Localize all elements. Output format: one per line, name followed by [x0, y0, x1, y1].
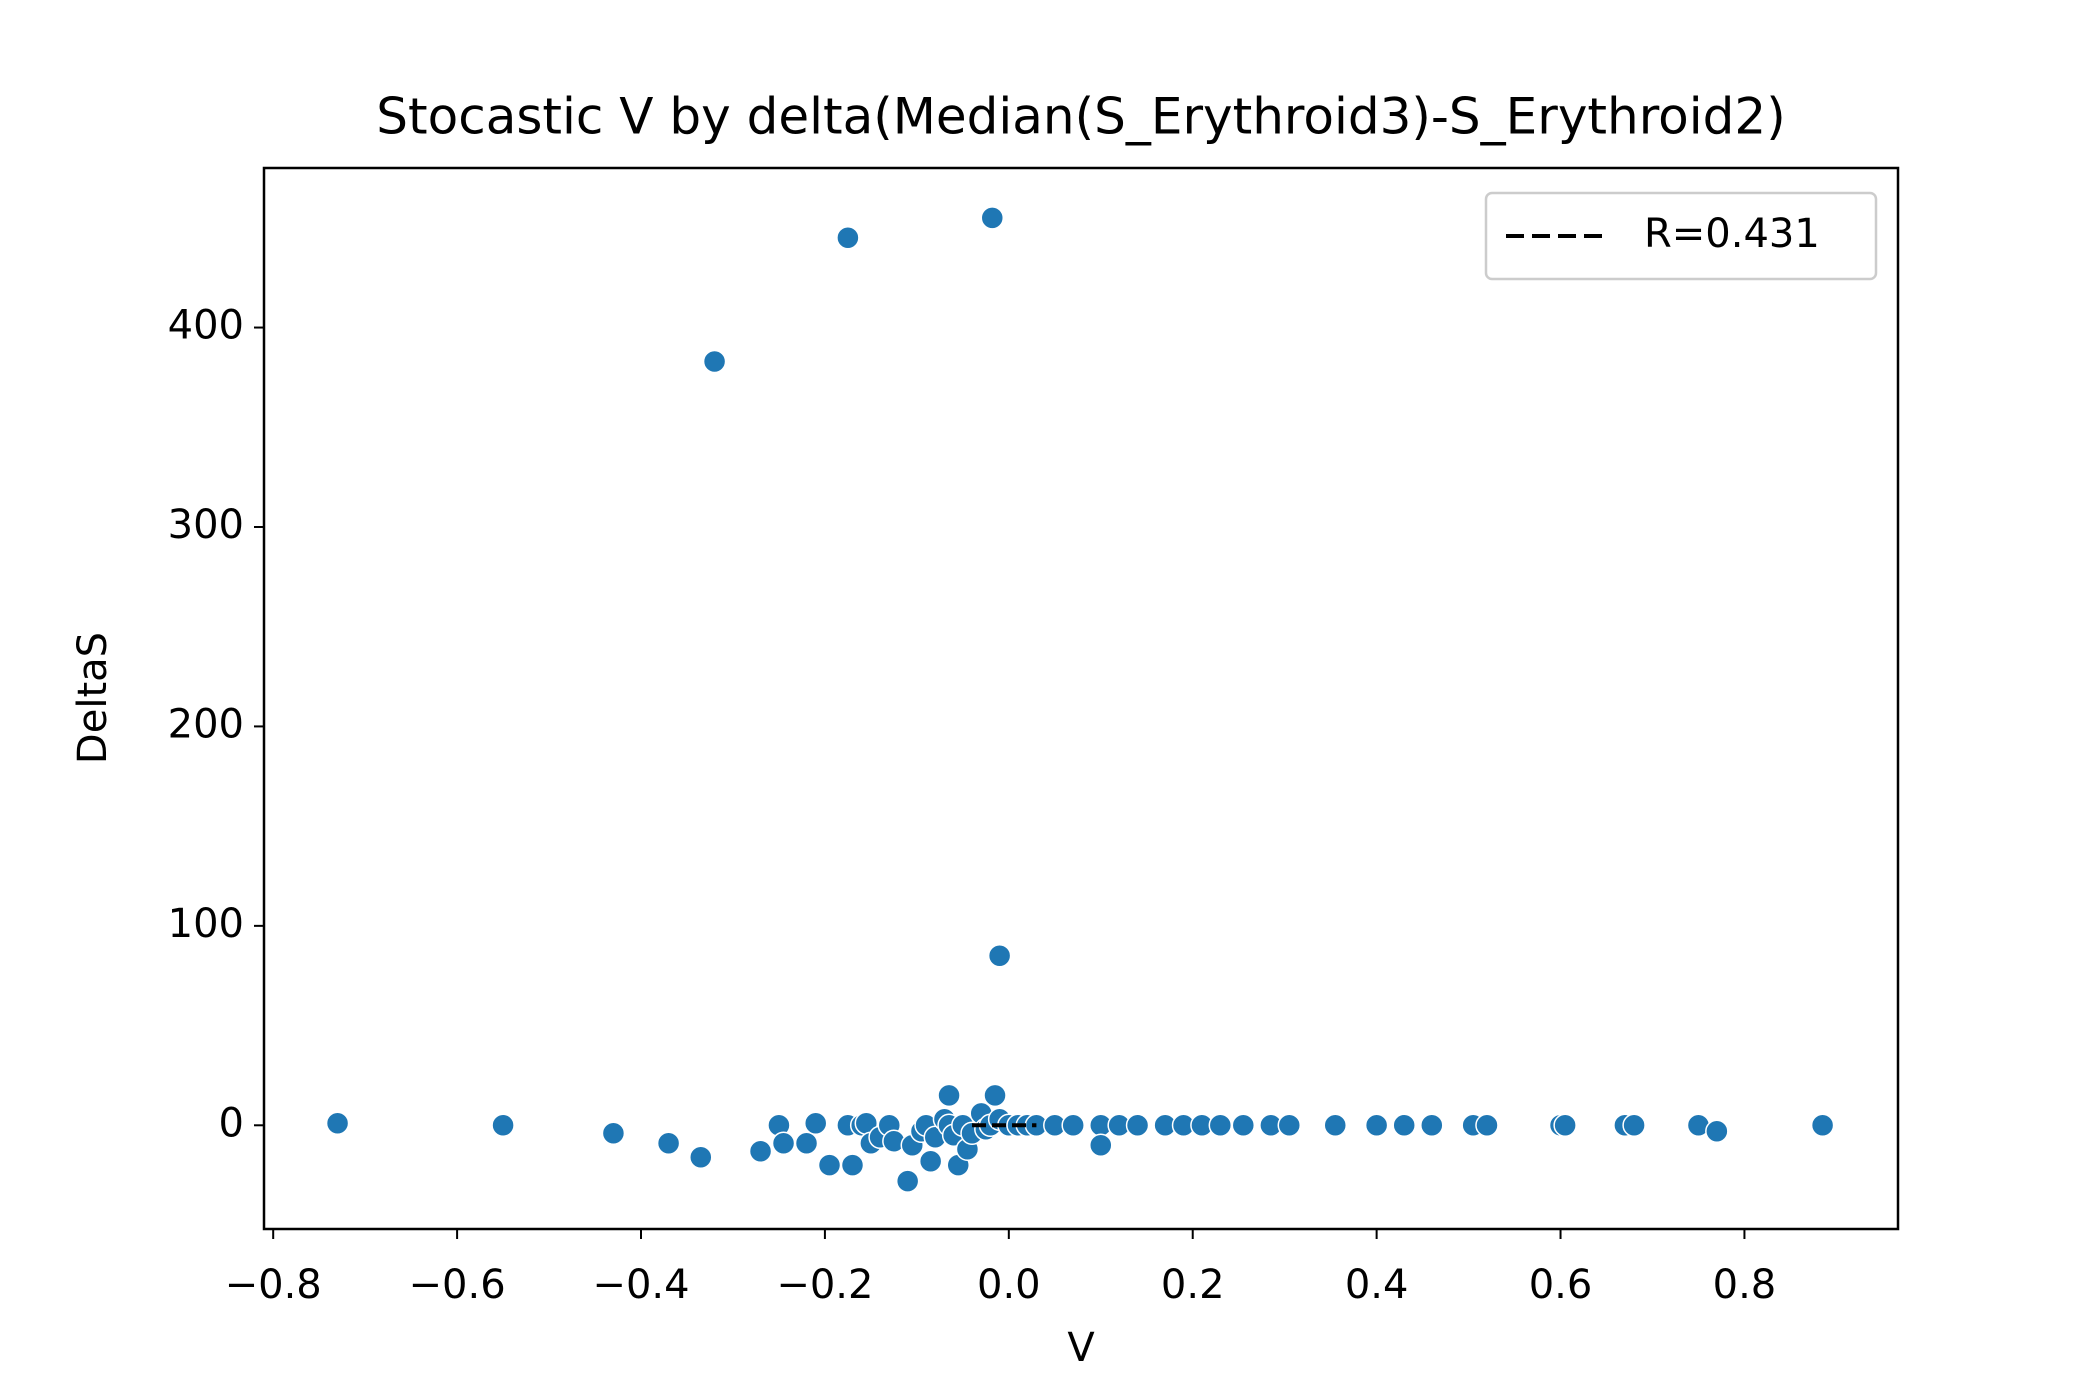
legend-label: R=0.431 — [1644, 211, 1820, 257]
point — [325, 1111, 350, 1136]
point — [983, 1083, 1007, 1108]
legend-box — [1484, 191, 1878, 281]
x-tick-label: −0.8 — [225, 1262, 322, 1308]
point — [836, 226, 860, 250]
point — [1475, 1113, 1499, 1138]
y-tick-label: 0 — [219, 1100, 244, 1146]
plot-area — [325, 206, 1835, 1193]
y-tick-label: 400 — [168, 303, 244, 349]
point — [895, 1169, 920, 1193]
point — [601, 1121, 626, 1146]
point — [1323, 1113, 1347, 1138]
chart-title: Stocastic V by delta(Median(S_Erythroid3… — [376, 88, 1785, 146]
point — [1061, 1113, 1085, 1138]
point — [1277, 1113, 1302, 1138]
point — [491, 1113, 515, 1138]
y-tick-label: 100 — [168, 901, 244, 947]
point — [918, 1149, 943, 1173]
x-tick-label: 0.2 — [1161, 1262, 1225, 1308]
x-tick-label: 0.0 — [977, 1262, 1041, 1308]
y-tick-label: 300 — [168, 502, 244, 548]
point — [1392, 1113, 1416, 1138]
x-axis-label: V — [1067, 1325, 1095, 1371]
point — [937, 1083, 961, 1108]
x-tick-label: 0.8 — [1713, 1262, 1777, 1308]
point — [803, 1111, 828, 1136]
y-tick-label: 200 — [168, 701, 244, 747]
point — [980, 206, 1005, 230]
x-tick-label: −0.2 — [776, 1262, 873, 1308]
point — [1231, 1113, 1256, 1138]
point — [817, 1153, 842, 1177]
point — [1125, 1113, 1150, 1138]
axes-frame — [262, 166, 1900, 1231]
point — [1622, 1113, 1646, 1138]
point — [702, 349, 727, 374]
point — [689, 1145, 713, 1169]
point — [1420, 1113, 1444, 1138]
x-tick-label: −0.4 — [592, 1262, 689, 1308]
point — [1705, 1119, 1729, 1144]
point — [1208, 1113, 1233, 1138]
point — [1810, 1113, 1835, 1138]
point — [656, 1131, 681, 1155]
point — [794, 1131, 819, 1155]
x-tick-label: 0.4 — [1345, 1262, 1409, 1308]
x-tick-label: −0.6 — [409, 1262, 506, 1308]
point — [1089, 1133, 1113, 1157]
point — [987, 944, 1012, 968]
x-tick-label: 0.6 — [1529, 1262, 1593, 1308]
point — [1553, 1113, 1577, 1138]
point — [840, 1153, 865, 1177]
y-axis-label: DeltaS — [70, 632, 116, 764]
point — [748, 1139, 773, 1163]
point — [1364, 1113, 1389, 1138]
point — [771, 1131, 796, 1155]
